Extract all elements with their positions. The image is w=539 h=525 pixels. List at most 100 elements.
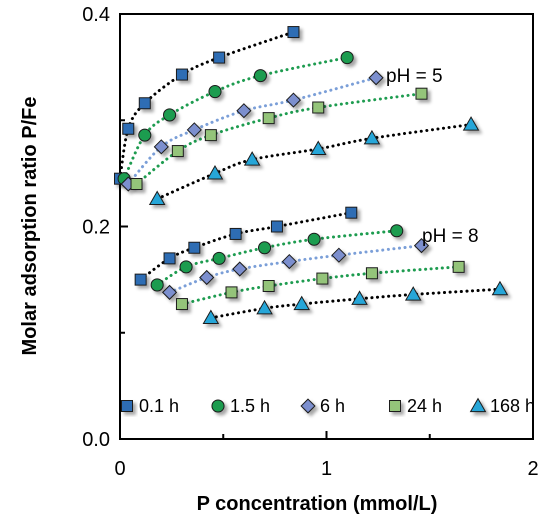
x-tick-label: 0: [114, 458, 125, 480]
data-point: [316, 272, 329, 285]
data-point: [163, 108, 177, 122]
data-point: [175, 68, 188, 81]
data-point: [179, 260, 193, 274]
x-axis-title: P concentration (mmol/L): [197, 493, 438, 515]
data-point: [258, 241, 272, 255]
data-point: [281, 253, 297, 270]
legend-marker-group: [121, 400, 133, 412]
annotation-ph8: pH = 8: [422, 226, 479, 247]
legend-item: 6 h: [300, 396, 345, 416]
data-point: [307, 232, 321, 246]
data-point: [253, 69, 267, 83]
x-tick-label: 2: [527, 458, 538, 480]
data-point: [413, 238, 430, 254]
data-point: [225, 286, 238, 299]
data-point: [368, 70, 384, 86]
data-point: [212, 251, 226, 265]
series-line-9: [209, 287, 502, 320]
legend-marker-group: [300, 398, 316, 414]
legend-label: 24 h: [407, 396, 442, 416]
series-markers-5: [134, 206, 358, 286]
data-point: [236, 103, 252, 119]
y-tick-label: 0.0: [82, 429, 110, 451]
legend-item: 1.5 h: [211, 396, 270, 416]
y-tick-label: 0.2: [82, 217, 110, 239]
data-point: [122, 122, 135, 135]
legend-item: 168 h: [469, 396, 535, 416]
legend-marker: [211, 399, 225, 413]
data-point: [262, 112, 275, 125]
data-point: [150, 278, 164, 292]
data-point: [208, 85, 222, 99]
data-point: [213, 51, 226, 64]
data-point: [312, 101, 325, 114]
legend-label: 6 h: [320, 396, 345, 416]
legend-marker-group: [211, 399, 225, 413]
data-point: [415, 87, 428, 100]
legend-label: 1.5 h: [230, 396, 270, 416]
legend-marker: [300, 398, 316, 414]
data-point: [452, 260, 465, 273]
data-point: [163, 252, 176, 265]
data-point: [293, 295, 311, 311]
data-point: [171, 145, 184, 158]
data-point: [199, 269, 215, 286]
data-point: [365, 267, 378, 280]
y-axis-title: Molar adsorption ratio P/Fe: [19, 97, 41, 356]
legend-item: 0.1 h: [121, 396, 179, 416]
data-point: [175, 298, 188, 311]
data-point: [340, 51, 354, 65]
x-tick-label: 1: [321, 458, 332, 480]
data-point: [186, 122, 202, 138]
series-line-7: [168, 244, 423, 294]
data-point: [363, 129, 381, 145]
series-markers-7: [161, 238, 430, 300]
data-point: [161, 284, 178, 300]
data-point: [404, 286, 422, 301]
data-point: [243, 151, 261, 166]
legend-marker: [121, 400, 133, 412]
annotation-ph5: pH = 5: [386, 66, 443, 87]
series-markers-2: [120, 70, 384, 192]
legend-item: 24 h: [389, 396, 442, 416]
series-markers-9: [202, 280, 509, 324]
data-point: [138, 97, 151, 110]
series-markers-3: [130, 87, 428, 190]
series-markers-8: [175, 260, 465, 311]
data-markers: [114, 26, 509, 324]
data-point: [134, 273, 147, 286]
legend-label: 0.1 h: [139, 396, 179, 416]
series-line-1: [122, 56, 349, 181]
legend-marker-group: [469, 397, 487, 413]
data-point: [138, 128, 152, 142]
y-tick-label: 0.4: [82, 4, 110, 26]
data-point: [202, 309, 220, 324]
legend-marker-group: [389, 400, 401, 412]
data-point: [256, 299, 273, 315]
series-line-4: [155, 123, 473, 201]
series-markers-1: [117, 51, 354, 186]
series-line-6: [155, 229, 399, 287]
data-point: [287, 26, 300, 39]
data-point: [188, 241, 201, 254]
data-point: [331, 247, 347, 263]
series-markers-6: [150, 224, 404, 292]
series-markers-4: [148, 116, 480, 205]
data-point: [153, 139, 169, 155]
data-point: [491, 280, 509, 296]
legend: 0.1 h 1.5 h 6 h 24 h 168 h: [121, 396, 535, 416]
data-point: [462, 116, 480, 131]
data-point: [309, 140, 327, 156]
legend-label: 168 h: [490, 396, 535, 416]
legend-marker: [469, 397, 487, 413]
data-point: [229, 227, 242, 240]
data-point: [206, 164, 224, 180]
data-point: [345, 206, 358, 219]
series-line-8: [180, 265, 461, 306]
data-point: [204, 129, 217, 142]
data-point: [285, 92, 302, 108]
data-point: [262, 280, 275, 292]
data-point: [351, 290, 368, 305]
data-point: [130, 178, 143, 190]
